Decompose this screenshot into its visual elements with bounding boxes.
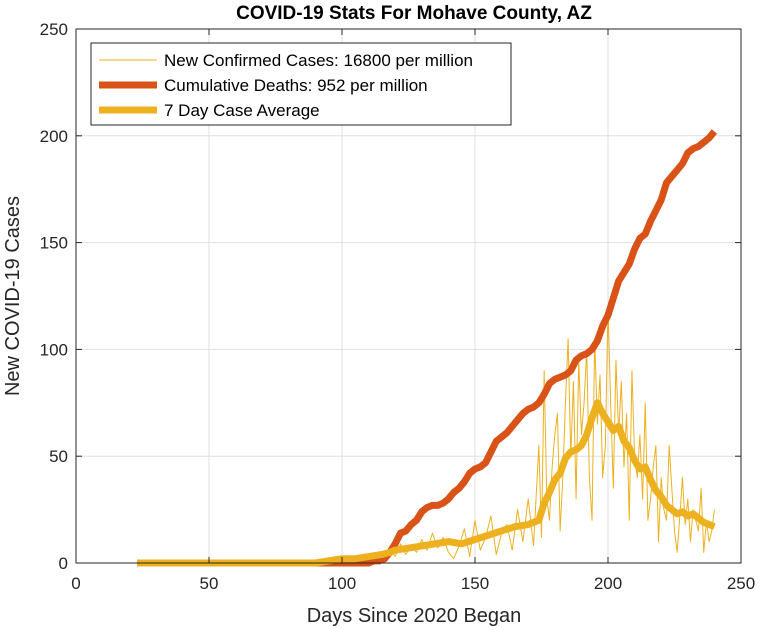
y-axis-label: New COVID-19 Cases [2,196,24,396]
y-tick-label: 100 [40,340,68,359]
legend: New Confirmed Cases: 16800 per million Cu… [90,42,512,126]
legend-entry: 7 Day Case Average [164,101,320,120]
y-tick-label: 50 [49,447,68,466]
series-line-2 [137,399,716,567]
x-tick-label: 250 [727,574,755,593]
x-tick-label: 150 [461,574,489,593]
y-tick-label: 200 [40,127,68,146]
legend-entry: New Confirmed Cases: 16800 per million [164,51,473,70]
legend-box [90,42,512,126]
x-tick-label: 200 [594,574,622,593]
legend-entry: Cumulative Deaths: 952 per million [164,76,428,95]
x-tick-label: 0 [71,574,80,593]
series-layer [137,129,718,567]
y-tick-label: 0 [59,554,68,573]
plot-area-border [75,28,742,564]
y-tick-label: 150 [40,234,68,253]
x-tick-label: 50 [200,574,219,593]
axes-box [75,28,742,564]
series-line-0 [137,306,715,564]
x-axis-label: Days Since 2020 Began [307,605,522,627]
y-tick-label: 250 [40,20,68,39]
series-line-1 [137,129,718,567]
x-tick-label: 100 [328,574,356,593]
chart-title: COVID-19 Stats For Mohave County, AZ [236,3,592,24]
ticks: 0 50 100 150 200 250 0 50 100 150 200 250 [40,20,756,593]
